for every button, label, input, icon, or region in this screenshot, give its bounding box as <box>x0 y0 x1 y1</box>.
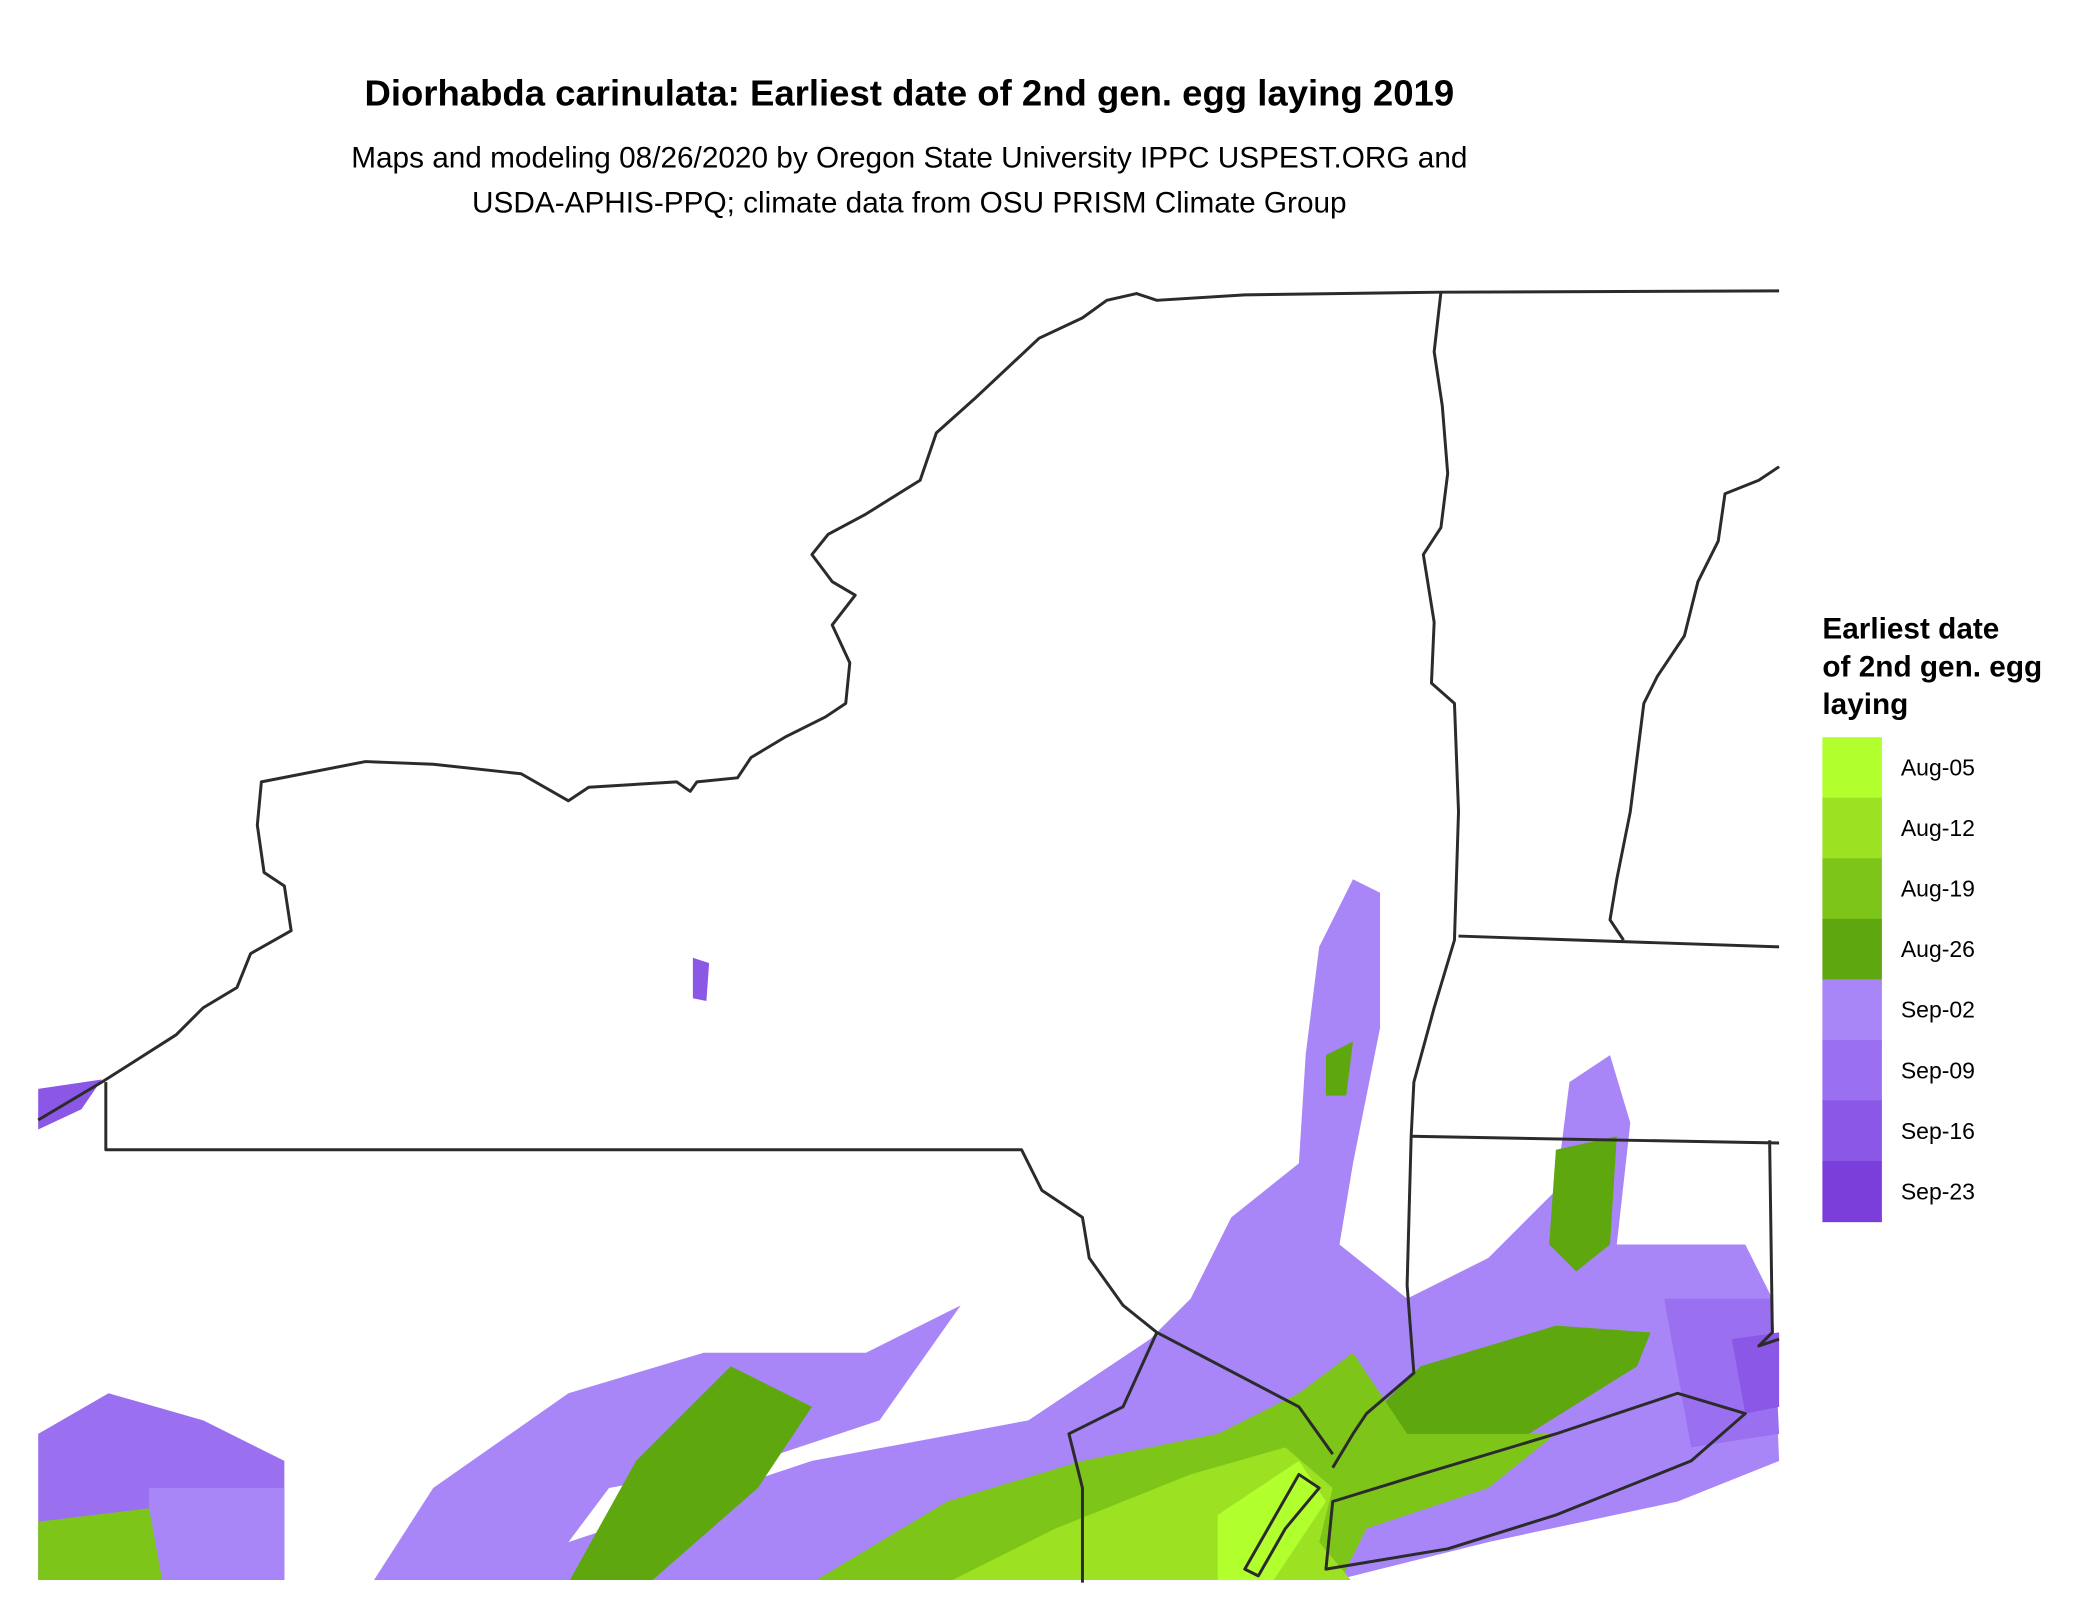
map-title: Diorhabda carinulata: Earliest date of 2… <box>364 73 1454 114</box>
legend-swatch <box>1822 797 1882 859</box>
state-border <box>37 289 1780 1122</box>
legend-swatch <box>1822 858 1882 920</box>
state-borders <box>37 289 1780 1583</box>
legend-label: Aug-12 <box>1901 815 1975 841</box>
legend-label: Aug-05 <box>1901 755 1975 781</box>
raster-region <box>1325 1041 1354 1096</box>
legend-label: Aug-19 <box>1901 876 1975 902</box>
raster-region <box>692 957 710 1001</box>
state-border <box>1608 465 1780 941</box>
legend: Aug-05 Aug-12 Aug-19 Aug-26 Sep-02 Sep-09 Sep-… <box>1822 737 1975 1223</box>
map-subtitle: USDA-APHIS-PPQ; climate data from OSU PR… <box>472 186 1347 219</box>
state-border <box>1331 292 1461 1469</box>
legend-title: Earliest date <box>1822 612 1999 645</box>
state-border <box>104 1082 1334 1456</box>
state-border <box>1324 1391 1747 1571</box>
state-border <box>1411 934 1780 1348</box>
raster-region <box>1549 1136 1617 1272</box>
raster-layer <box>38 879 1780 1580</box>
legend-title: laying <box>1822 688 1908 721</box>
legend-swatch <box>1822 1100 1882 1162</box>
raster-region <box>1731 1332 1780 1414</box>
state-border <box>1067 1331 1159 1583</box>
legend-swatch <box>1822 1160 1882 1223</box>
legend-swatch <box>1822 1039 1882 1102</box>
legend-swatch <box>1822 979 1882 1041</box>
legend-label: Sep-02 <box>1901 997 1975 1023</box>
raster-region <box>149 1487 285 1580</box>
legend-label: Sep-16 <box>1901 1118 1975 1144</box>
legend-title: of 2nd gen. egg <box>1822 650 2042 683</box>
state-border <box>1243 1472 1321 1578</box>
raster-region <box>38 1508 163 1580</box>
legend-label: Aug-26 <box>1901 936 1975 962</box>
map-subtitle: Maps and modeling 08/26/2020 by Oregon S… <box>351 142 1467 175</box>
raster-region <box>569 1366 812 1580</box>
legend-swatch <box>1822 918 1882 981</box>
legend-swatch <box>1822 737 1882 799</box>
legend-label: Sep-23 <box>1901 1178 1975 1204</box>
legend-label: Sep-09 <box>1901 1057 1975 1083</box>
